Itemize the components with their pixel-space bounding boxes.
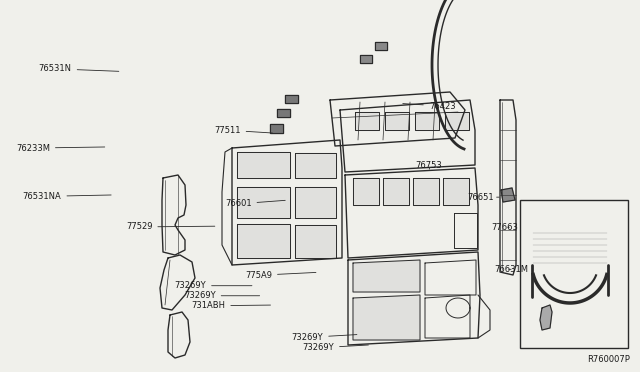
Text: R760007P: R760007P <box>587 355 630 364</box>
Polygon shape <box>501 188 515 202</box>
Polygon shape <box>375 42 387 50</box>
Polygon shape <box>353 260 420 292</box>
Text: 77511: 77511 <box>214 126 273 135</box>
Polygon shape <box>295 225 336 258</box>
Text: 731ABH: 731ABH <box>191 301 271 310</box>
Polygon shape <box>295 153 336 178</box>
Polygon shape <box>295 187 336 218</box>
Text: 77529: 77529 <box>126 222 215 231</box>
Text: 76753: 76753 <box>415 161 442 170</box>
Text: 73269Y: 73269Y <box>184 291 260 300</box>
Polygon shape <box>237 152 290 178</box>
Polygon shape <box>443 178 469 205</box>
Text: 76531NA: 76531NA <box>22 192 111 201</box>
Polygon shape <box>415 112 439 130</box>
Text: 76631M: 76631M <box>494 265 528 274</box>
Polygon shape <box>270 124 283 133</box>
Polygon shape <box>353 295 420 340</box>
Text: 76531N: 76531N <box>38 64 119 73</box>
Text: 76423: 76423 <box>403 102 456 110</box>
Polygon shape <box>360 55 372 63</box>
Polygon shape <box>353 178 379 205</box>
Text: 76651: 76651 <box>467 193 499 202</box>
Text: 73269Y: 73269Y <box>303 343 369 352</box>
Text: 73269Y: 73269Y <box>175 281 252 290</box>
Text: 77663: 77663 <box>492 223 518 232</box>
Polygon shape <box>383 178 409 205</box>
Text: 73269Y: 73269Y <box>292 333 357 342</box>
Polygon shape <box>237 187 290 218</box>
Polygon shape <box>413 178 439 205</box>
Polygon shape <box>385 112 409 130</box>
Polygon shape <box>540 305 552 330</box>
Polygon shape <box>285 95 298 103</box>
Polygon shape <box>355 112 379 130</box>
Text: 775A9: 775A9 <box>245 271 316 280</box>
Text: 76233M: 76233M <box>16 144 105 153</box>
Bar <box>520 200 628 348</box>
Polygon shape <box>237 224 290 258</box>
Polygon shape <box>277 109 290 117</box>
Polygon shape <box>445 112 469 130</box>
Text: 76601: 76601 <box>225 199 285 208</box>
